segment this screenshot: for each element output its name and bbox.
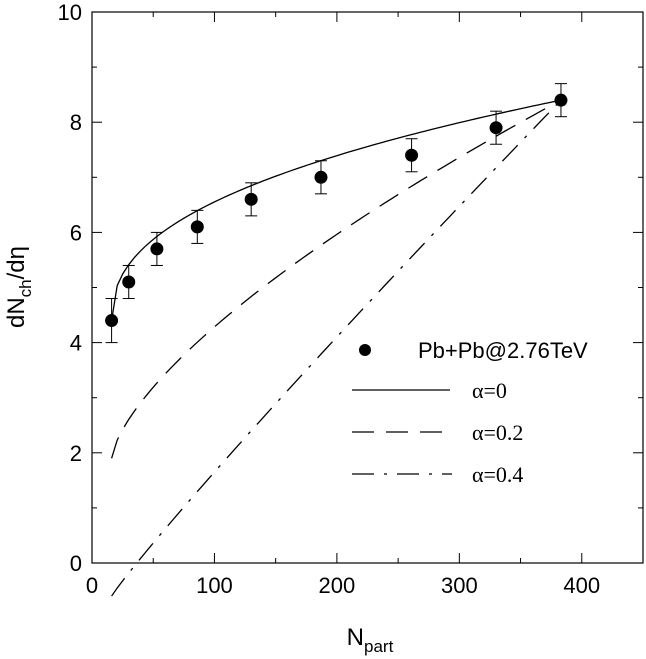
curve-alpha-02 [110, 99, 562, 459]
data-point [489, 121, 503, 135]
data-point [314, 170, 328, 184]
x-tick-label: 400 [563, 573, 600, 598]
x-tick-label: 100 [196, 573, 233, 598]
y-tick-label: 4 [70, 331, 82, 356]
tick-labels: 0 100 200 300 400 0 2 4 6 8 10 [58, 0, 601, 598]
axis-ticks [91, 11, 644, 564]
y-tick-label: 8 [70, 110, 82, 135]
data-point [244, 192, 258, 206]
data-point [554, 93, 568, 107]
data-point [190, 220, 204, 234]
data-point [122, 275, 136, 289]
y-tick-label: 2 [70, 441, 82, 466]
x-tick-label: 0 [86, 573, 98, 598]
data-points [105, 83, 568, 344]
data-point [405, 148, 419, 162]
x-tick-label: 300 [441, 573, 478, 598]
data-point [105, 314, 119, 328]
data-point [150, 242, 164, 256]
model-curves [110, 99, 562, 597]
legend-label-data: Pb+Pb@2.76TeV [418, 338, 588, 363]
y-tick-label: 10 [58, 0, 82, 25]
legend: Pb+Pb@2.76TeV α=0 α=0.2 α=0.4 [352, 338, 588, 487]
x-tick-label: 200 [319, 573, 356, 598]
y-axis-title: dNch/dη [3, 246, 35, 328]
curve-alpha-0 [110, 99, 562, 321]
legend-label-alpha02: α=0.2 [472, 420, 523, 445]
legend-label-alpha0: α=0 [472, 378, 507, 403]
y-tick-label: 6 [70, 220, 82, 245]
legend-marker-data [359, 344, 371, 356]
curve-alpha-04 [111, 99, 562, 597]
y-tick-label: 0 [70, 551, 82, 576]
legend-label-alpha04: α=0.4 [472, 462, 523, 487]
x-axis-title: Npart [347, 624, 394, 656]
